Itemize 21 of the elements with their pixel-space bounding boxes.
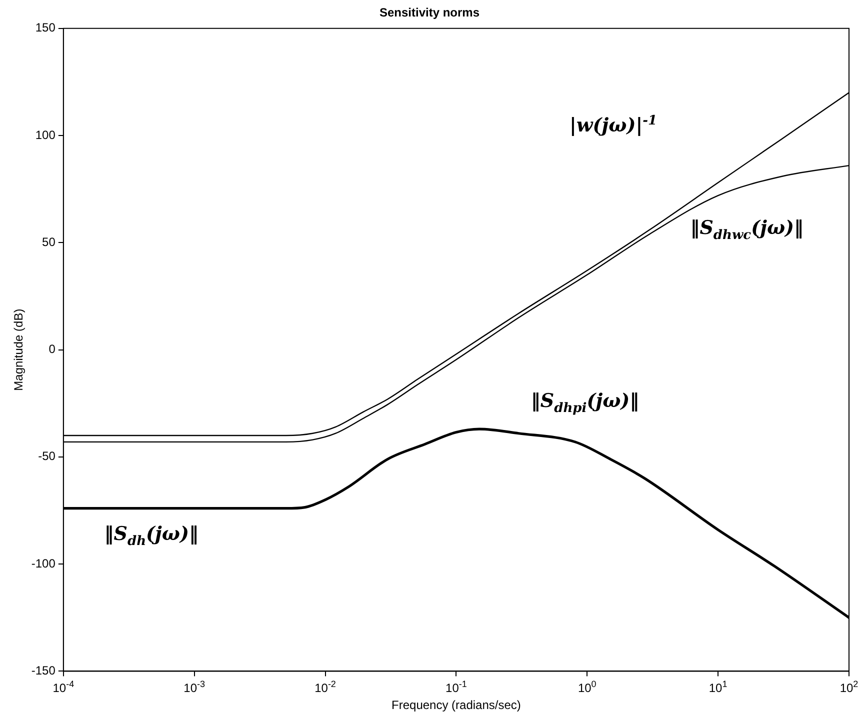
y-axis-title: Magnitude (dB) <box>12 308 26 391</box>
x-tick-label: 10$^{-4}$ <box>52 678 74 696</box>
y-tick-label: 0 <box>48 342 56 356</box>
y-tick-label: -150 <box>31 664 56 678</box>
annotation: ‖S$_{dh}$(jω)‖ <box>104 522 199 548</box>
y-tick-label: -100 <box>31 556 56 570</box>
y-tick-label: 100 <box>35 128 56 142</box>
x-tick-label: 10$^{-1}$ <box>446 678 467 696</box>
annotation: ‖S$_{dhwc}$(jω)‖ <box>690 216 804 242</box>
x-tick-label: 10$^{-3}$ <box>184 678 206 696</box>
x-tick-label: 10$^{1}$ <box>708 678 728 696</box>
x-tick-label: 10$^{0}$ <box>578 678 596 696</box>
x-axis-title: Frequency (radians/sec) <box>392 698 521 712</box>
chart-title: Sensitivity norms <box>379 6 480 20</box>
y-tick-label: -50 <box>38 449 56 464</box>
x-tick-label: 10$^{-2}$ <box>314 678 336 696</box>
y-tick-label: 50 <box>42 234 56 249</box>
y-tick-label: 150 <box>35 20 56 35</box>
annotation: |w(jω)|$^{-1}$ <box>570 114 658 138</box>
x-tick-label: 10$^{2}$ <box>840 678 858 696</box>
annotation: ‖S$_{dhpi}$(jω)‖ <box>530 390 640 416</box>
